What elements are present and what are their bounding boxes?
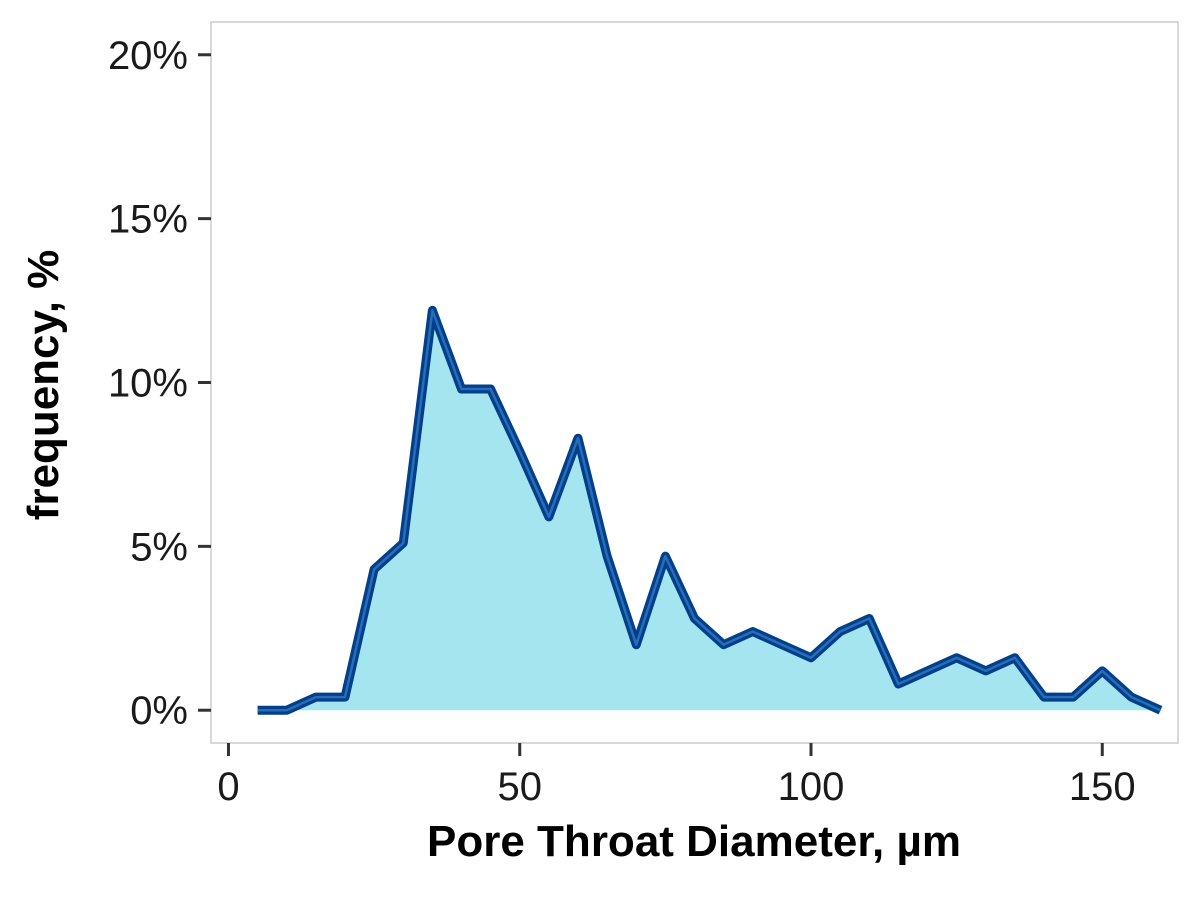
area-fill <box>257 310 1161 711</box>
x-axis: 0 50 100 150 <box>217 743 1136 809</box>
x-tick-label: 100 <box>778 765 845 809</box>
y-axis: 0% 5% 10% 15% 20% <box>108 34 211 733</box>
y-tick-label: 10% <box>108 362 188 406</box>
y-tick-label: 0% <box>130 689 188 733</box>
y-tick-label: 5% <box>130 525 188 569</box>
x-tick-label: 50 <box>497 765 542 809</box>
y-tick-label: 15% <box>108 198 188 242</box>
x-tick-label: 150 <box>1069 765 1136 809</box>
x-tick-label: 0 <box>217 765 239 809</box>
y-axis-title: frequency, % <box>19 250 68 521</box>
y-tick-label: 20% <box>108 34 188 78</box>
plot-area <box>257 305 1163 715</box>
x-axis-title: Pore Throat Diameter, µm <box>427 817 961 866</box>
series-line-highlight <box>257 309 1162 712</box>
